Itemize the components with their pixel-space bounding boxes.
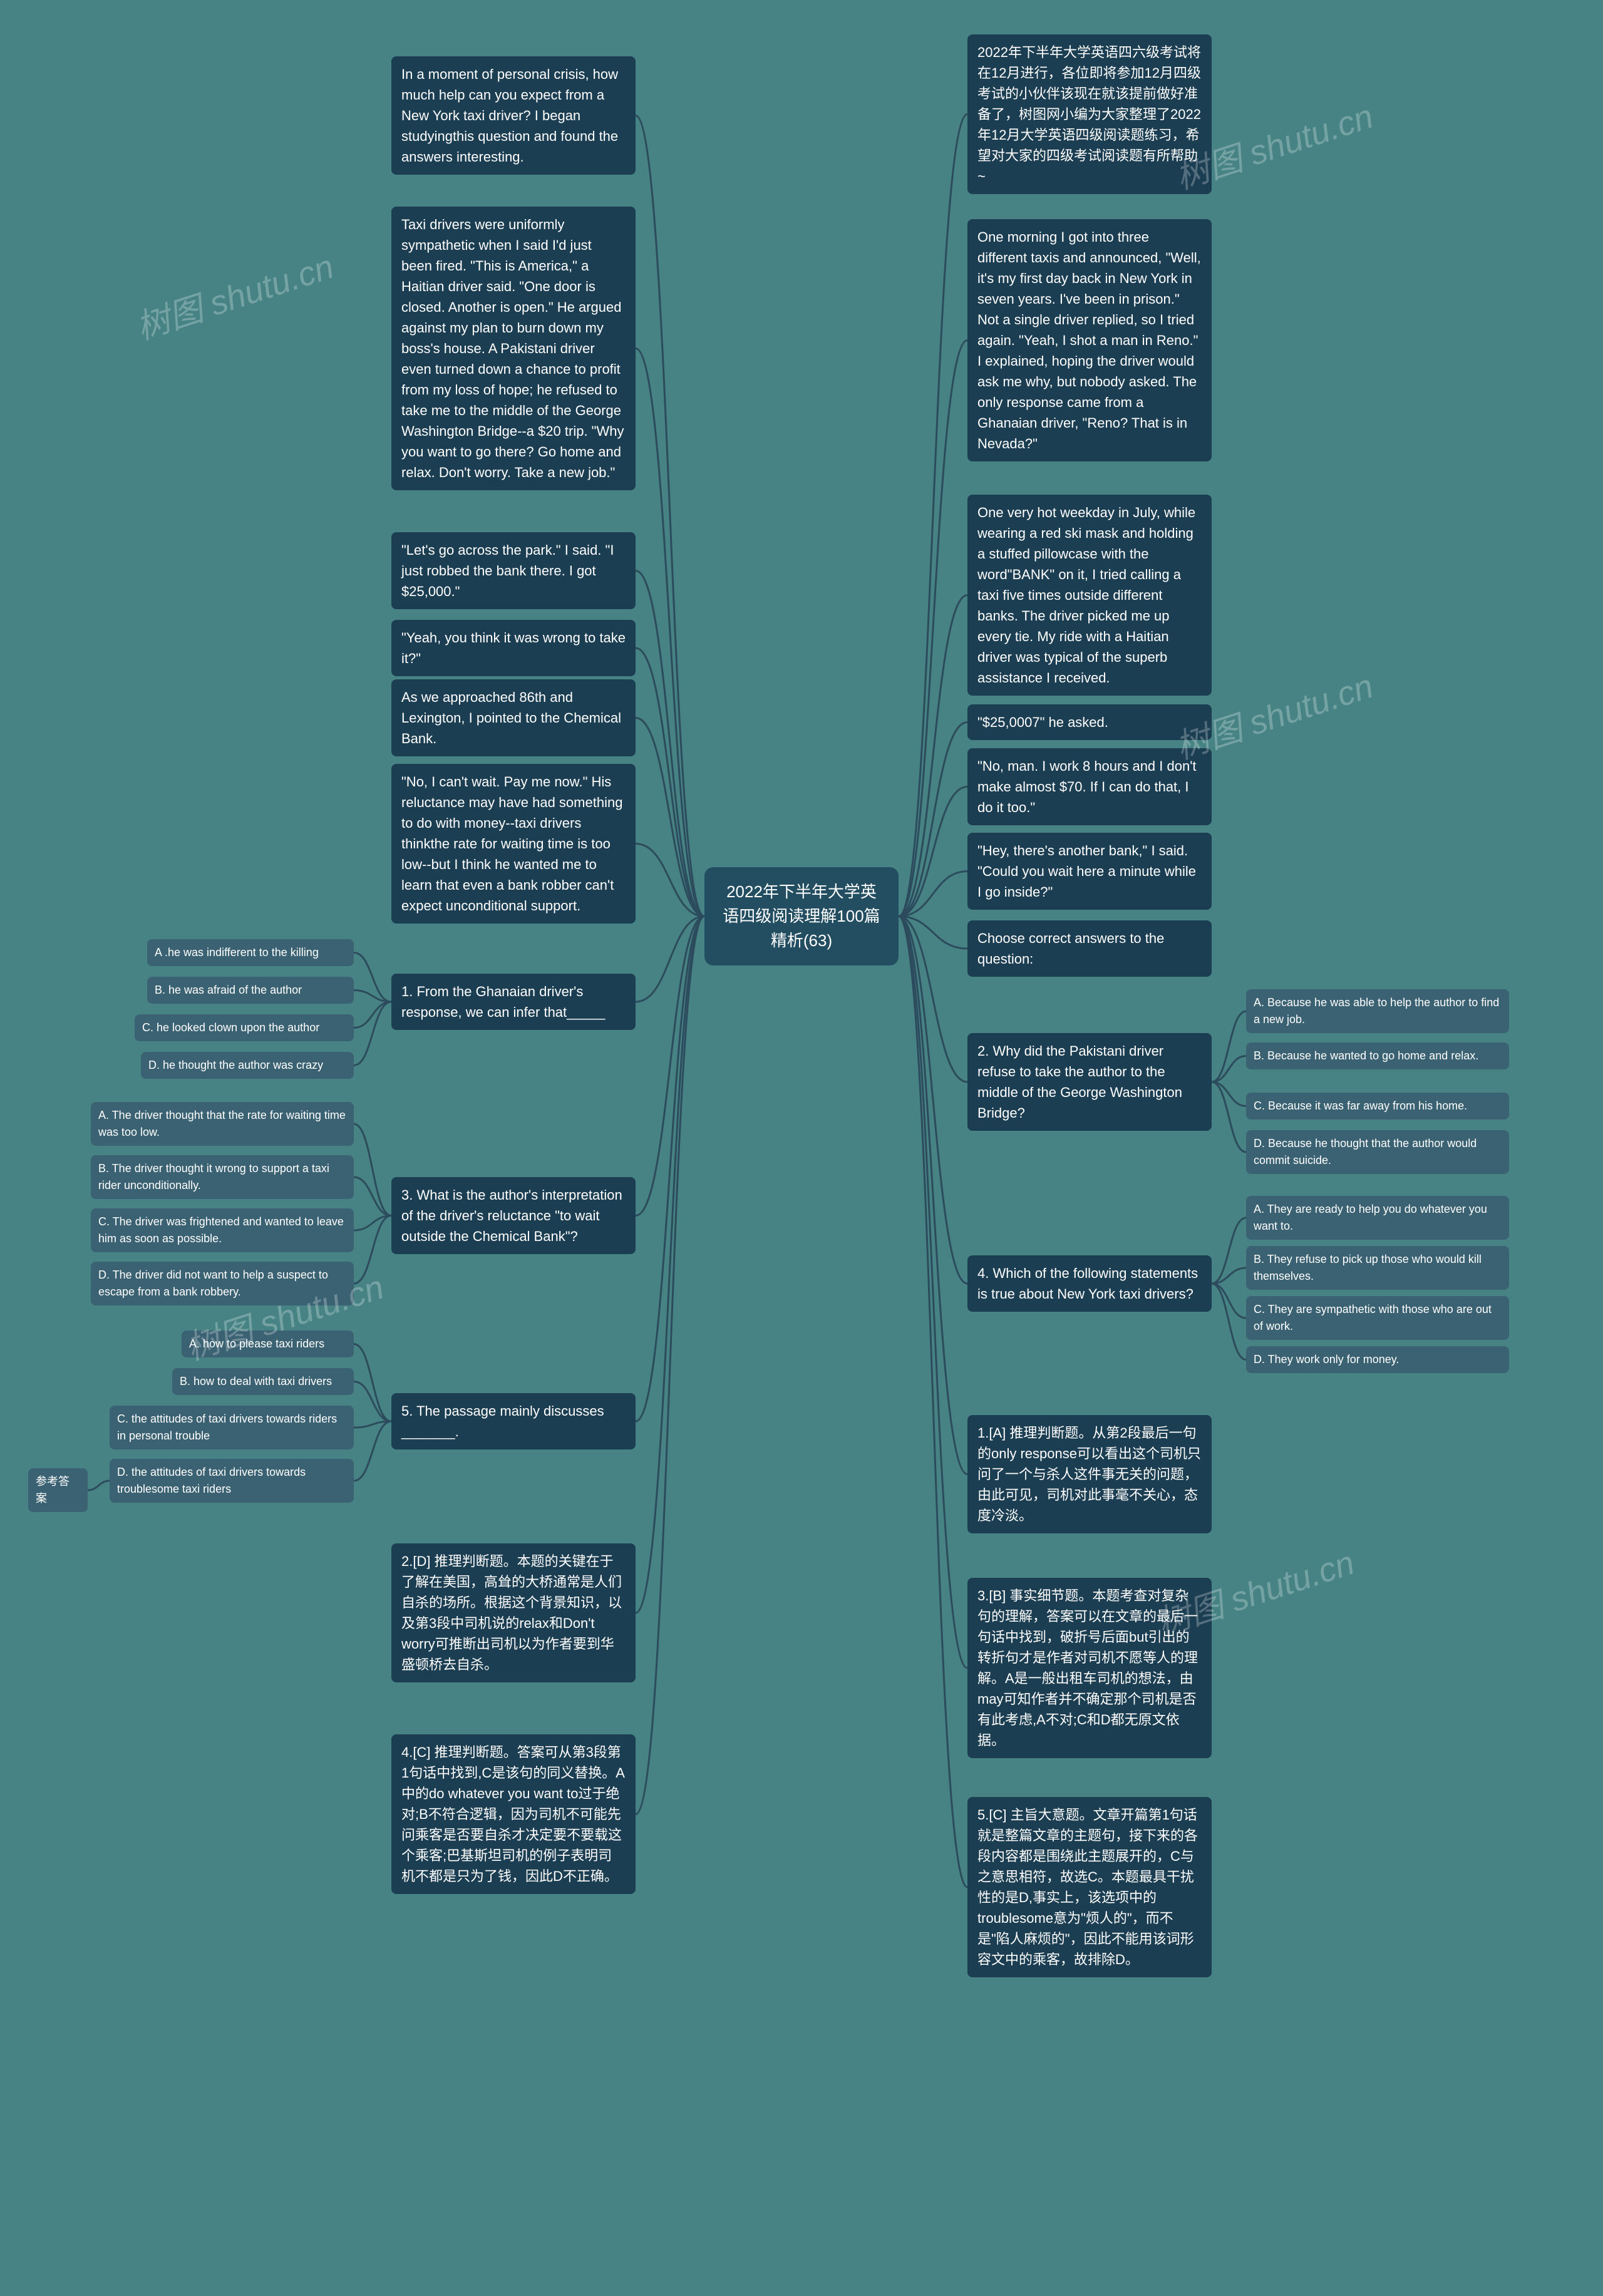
question-1: 1. From the Ghanaian driver's response, … — [391, 974, 636, 1030]
q2-option-a: A. Because he was able to help the autho… — [1246, 989, 1509, 1033]
q5-option-c: C. the attitudes of taxi drivers towards… — [110, 1406, 354, 1449]
left-passage-3: "Let's go across the park." I said. "I j… — [391, 532, 636, 609]
answer-1: 1.[A] 推理判断题。从第2段最后一句的only response可以看出这个… — [967, 1415, 1212, 1533]
right-passage-1: One morning I got into three different t… — [967, 219, 1212, 461]
left-passage-1: In a moment of personal crisis, how much… — [391, 56, 636, 175]
q4-option-c: C. They are sympathetic with those who a… — [1246, 1296, 1509, 1340]
right-passage-4: "No, man. I work 8 hours and I don't mak… — [967, 748, 1212, 825]
intro-text: 2022年下半年大学英语四六级考试将在12月进行，各位即将参加12月四级考试的小… — [967, 34, 1212, 194]
left-passage-6: "No, I can't wait. Pay me now." His relu… — [391, 764, 636, 924]
question-2: 2. Why did the Pakistani driver refuse t… — [967, 1033, 1212, 1131]
q2-option-b: B. Because he wanted to go home and rela… — [1246, 1042, 1509, 1069]
right-passage-3: "$25,0007" he asked. — [967, 704, 1212, 740]
right-passage-5: "Hey, there's another bank," I said. "Co… — [967, 833, 1212, 910]
q1-option-a: A .he was indifferent to the killing — [147, 939, 354, 966]
q1-option-b: B. he was afraid of the author — [147, 977, 354, 1004]
answer-4: 4.[C] 推理判断题。答案可从第3段第1句话中找到,C是该句的同义替换。A中的… — [391, 1734, 636, 1894]
q2-option-c: C. Because it was far away from his home… — [1246, 1093, 1509, 1120]
q3-option-c: C. The driver was frightened and wanted … — [91, 1208, 354, 1252]
q5-option-a: A. how to please taxi riders — [182, 1331, 354, 1357]
watermark: 树图 shutu.cn — [129, 239, 339, 349]
q5-option-d: D. the attitudes of taxi drivers towards… — [110, 1459, 354, 1503]
answer-2: 2.[D] 推理判断题。本题的关键在于了解在美国，高耸的大桥通常是人们自杀的场所… — [391, 1543, 636, 1682]
q3-option-a: A. The driver thought that the rate for … — [91, 1102, 354, 1146]
q2-option-d: D. Because he thought that the author wo… — [1246, 1130, 1509, 1174]
answer-5: 5.[C] 主旨大意题。文章开篇第1句话就是整篇文章的主题句，接下来的各段内容都… — [967, 1797, 1212, 1977]
q1-option-c: C. he looked clown upon the author — [135, 1014, 354, 1041]
root-node: 2022年下半年大学英语四级阅读理解100篇精析(63) — [704, 867, 899, 965]
left-passage-2: Taxi drivers were uniformly sympathetic … — [391, 207, 636, 490]
question-3: 3. What is the author's interpretation o… — [391, 1177, 636, 1254]
q3-option-b: B. The driver thought it wrong to suppor… — [91, 1155, 354, 1199]
q4-option-b: B. They refuse to pick up those who woul… — [1246, 1246, 1509, 1290]
right-passage-2: One very hot weekday in July, while wear… — [967, 495, 1212, 696]
q1-option-d: D. he thought the author was crazy — [141, 1052, 354, 1079]
answers-label: 参考答案 — [28, 1468, 88, 1512]
answer-3: 3.[B] 事实细节题。本题考查对复杂句的理解，答案可以在文章的最后一句话中找到… — [967, 1578, 1212, 1758]
q4-option-d: D. They work only for money. — [1246, 1346, 1509, 1373]
q5-option-b: B. how to deal with taxi drivers — [172, 1368, 354, 1395]
left-passage-5: As we approached 86th and Lexington, I p… — [391, 679, 636, 756]
q3-option-d: D. The driver did not want to help a sus… — [91, 1262, 354, 1305]
left-passage-4: "Yeah, you think it was wrong to take it… — [391, 620, 636, 676]
question-4: 4. Which of the following statements is … — [967, 1255, 1212, 1312]
question-5: 5. The passage mainly discusses _______. — [391, 1393, 636, 1449]
q4-option-a: A. They are ready to help you do whateve… — [1246, 1196, 1509, 1240]
choose-label: Choose correct answers to the question: — [967, 920, 1212, 977]
